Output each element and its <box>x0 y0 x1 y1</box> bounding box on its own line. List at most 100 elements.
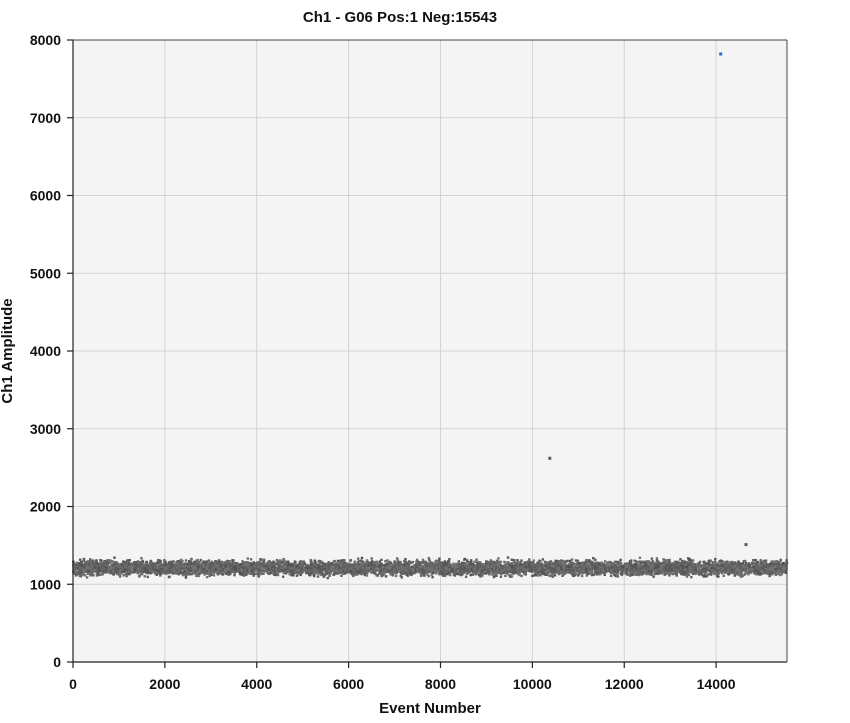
negative-point <box>625 562 629 565</box>
negative-point <box>91 566 95 569</box>
negative-point <box>302 560 305 563</box>
negative-point <box>615 573 619 576</box>
negative-point <box>499 560 502 564</box>
negative-point <box>365 559 369 562</box>
negative-point <box>196 574 200 577</box>
negative-point <box>650 570 654 573</box>
negative-point <box>313 566 316 569</box>
negative-point <box>605 561 609 565</box>
negative-droplet-band <box>71 556 789 580</box>
negative-point <box>561 574 564 577</box>
negative-point <box>303 562 307 565</box>
negative-point <box>688 570 691 574</box>
negative-point <box>115 561 118 564</box>
negative-point <box>518 568 522 572</box>
negative-point <box>590 566 593 570</box>
negative-point <box>457 571 460 574</box>
negative-point <box>748 564 752 567</box>
negative-point <box>507 561 510 564</box>
negative-point <box>654 563 658 567</box>
negative-point <box>181 572 185 575</box>
negative-point <box>464 575 468 578</box>
negative-point <box>609 574 613 578</box>
negative-point <box>611 571 615 575</box>
negative-point <box>684 572 688 575</box>
negative-point <box>118 575 122 578</box>
negative-point <box>666 570 669 574</box>
negative-point <box>248 572 252 575</box>
negative-point <box>545 573 549 576</box>
negative-point <box>171 561 175 564</box>
negative-point <box>546 561 549 564</box>
negative-point <box>144 562 147 565</box>
negative-point <box>750 571 753 574</box>
negative-point <box>780 564 783 567</box>
negative-point <box>321 572 324 575</box>
negative-point <box>420 571 423 575</box>
negative-point <box>757 569 760 573</box>
negative-point <box>619 561 623 565</box>
negative-point <box>658 571 661 575</box>
negative-point <box>289 567 292 570</box>
negative-point <box>533 572 537 576</box>
negative-point <box>657 567 660 570</box>
negative-point <box>494 571 498 574</box>
negative-point <box>409 561 413 565</box>
negative-point <box>110 560 114 563</box>
negative-point <box>282 557 285 561</box>
negative-point <box>518 573 521 577</box>
negative-point <box>602 566 605 569</box>
negative-point <box>576 560 579 564</box>
negative-point <box>295 574 299 577</box>
negative-point <box>417 561 421 564</box>
negative-point <box>671 562 674 565</box>
negative-point <box>641 569 644 572</box>
negative-point <box>187 559 191 563</box>
negative-point <box>275 558 279 562</box>
negative-point <box>304 570 308 574</box>
negative-point <box>281 575 285 578</box>
negative-point <box>244 569 247 573</box>
negative-point <box>414 568 417 572</box>
negative-point <box>771 573 774 576</box>
negative-point <box>300 568 303 572</box>
negative-point <box>682 561 686 565</box>
negative-point <box>574 570 577 573</box>
negative-point <box>434 571 437 574</box>
negative-point <box>399 560 402 564</box>
negative-point <box>491 560 494 563</box>
negative-point <box>284 572 288 575</box>
negative-point <box>450 564 454 568</box>
negative-point <box>474 570 478 573</box>
negative-point <box>349 564 353 568</box>
negative-point <box>136 569 139 572</box>
negative-point <box>690 575 693 579</box>
negative-point <box>248 567 251 570</box>
negative-point <box>707 561 711 565</box>
negative-point <box>443 563 447 567</box>
negative-point <box>236 567 239 570</box>
negative-point <box>764 559 767 563</box>
negative-point <box>527 569 531 573</box>
negative-point <box>375 560 379 563</box>
negative-point <box>169 569 172 572</box>
negative-point <box>77 562 80 565</box>
negative-point <box>649 569 653 572</box>
negative-point <box>447 572 450 575</box>
negative-point <box>97 571 100 574</box>
negative-point <box>210 560 213 563</box>
negative-point <box>483 568 487 572</box>
negative-point <box>203 561 207 565</box>
negative-point <box>553 574 557 577</box>
negative-point <box>720 569 724 572</box>
negative-point <box>581 572 584 575</box>
negative-point <box>93 564 97 568</box>
negative-point <box>554 559 557 562</box>
negative-point <box>259 558 262 562</box>
negative-point <box>96 567 100 571</box>
negative-point <box>284 560 287 563</box>
negative-point <box>589 561 593 564</box>
negative-point <box>557 572 561 576</box>
negative-point <box>710 565 713 568</box>
negative-point <box>347 569 350 572</box>
